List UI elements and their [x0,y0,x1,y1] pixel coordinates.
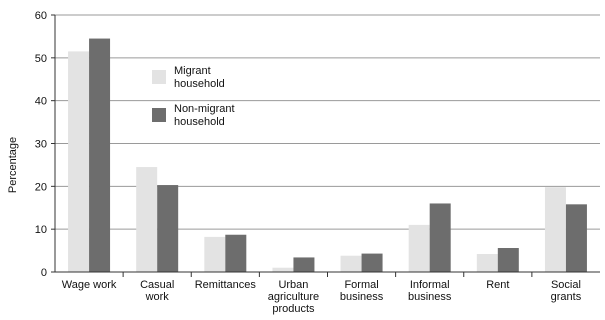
y-tick-label: 30 [35,139,47,151]
bar-non-migrant [89,38,111,272]
bar-non-migrant [157,185,179,272]
x-tick-label: Urban agriculture products [268,279,319,315]
bar-migrant [408,224,430,272]
y-tick-label: 20 [35,181,47,193]
x-tick-label-line: grants [551,291,582,303]
x-tick-label: Formal business [340,279,384,303]
bar-migrant [204,236,226,272]
x-tick-label-line: products [272,303,315,315]
bar-migrant [68,51,90,273]
x-tick-labels: Wage work Casual work Remittances Urban agric… [62,279,582,315]
bar-migrant [544,187,566,272]
bars-group [68,38,587,273]
x-tick-label-line: agriculture [268,291,319,303]
y-tick-label: 60 [35,10,47,22]
x-tick-label: Informal business [408,279,452,303]
legend-label-line: Migrant [174,65,211,77]
x-tick-label: Social grants [551,279,582,303]
bar-migrant [476,254,498,272]
legend-swatch-non-migrant [152,108,166,122]
y-tick-label: 40 [35,96,47,108]
legend-label-line: household [174,78,225,90]
x-tick-label-line: Wage work [62,279,117,291]
y-tick-label: 10 [35,224,47,236]
y-tick-labels: 0 10 20 30 40 50 60 [35,10,47,279]
x-tick-label: Wage work [62,279,117,291]
bar-migrant [272,267,294,272]
x-tick-label-line: Formal [344,279,378,291]
x-tick-label-line: work [145,291,170,303]
y-axis-label: Percentage [7,137,19,193]
y-tick-label: 0 [41,267,47,279]
y-tick-label: 50 [35,53,47,65]
x-tick-label-line: Informal [410,279,450,291]
x-tick-label-line: Social [551,279,581,291]
legend-label-migrant: Migrant household [174,65,225,90]
legend-label-line: Non-migrant [174,103,235,115]
x-tick-label-line: Urban [278,279,308,291]
legend-label-line: household [174,116,225,128]
x-tick-label-line: business [340,291,384,303]
bar-non-migrant [429,203,451,272]
bar-migrant [340,255,362,272]
bar-non-migrant [293,257,315,272]
axes [51,14,600,277]
bar-non-migrant [565,204,587,272]
legend-swatch-migrant [152,70,166,84]
x-tick-label-line: business [408,291,452,303]
x-tick-label: Remittances [195,279,257,291]
x-tick-label: Rent [486,279,509,291]
legend-label-non-migrant: Non-migrant household [174,103,235,128]
x-tick-label-line: Remittances [195,279,257,291]
x-tick-label-line: Casual [140,279,174,291]
bar-non-migrant [361,253,383,272]
bar-non-migrant [497,248,519,272]
bar-non-migrant [225,234,247,272]
x-tick-label: Casual work [140,279,174,303]
bar-migrant [136,167,158,272]
x-tick-label-line: Rent [486,279,509,291]
